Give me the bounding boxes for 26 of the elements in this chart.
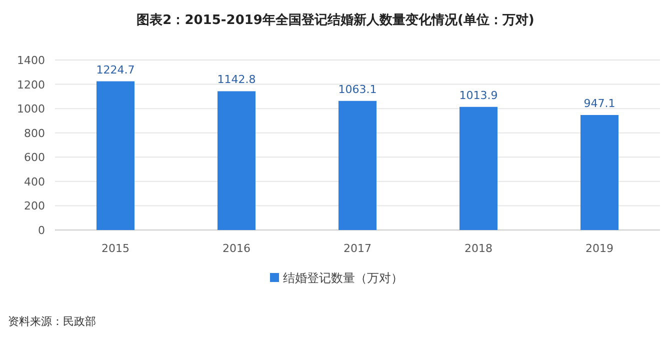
data-label: 1224.7	[96, 63, 135, 76]
bar	[580, 114, 618, 230]
y-tick-label: 0	[38, 224, 45, 237]
data-label: 1013.9	[459, 88, 498, 102]
text: 资料来源：民政部	[8, 315, 96, 328]
y-tick-label: 800	[24, 126, 45, 140]
y-tick-label: 600	[24, 151, 45, 164]
x-tick-label: 2015	[102, 242, 130, 255]
x-tick-label: 2018	[464, 242, 492, 255]
y-tick-label: 1000	[17, 102, 45, 116]
bar	[218, 91, 256, 230]
x-tick-label: 2016	[222, 242, 250, 255]
x-tick-label: 2019	[586, 242, 614, 255]
chart-title: 图表2：2015-2019年全国登记结婚新人数量变化情况(单位：万对)	[136, 12, 534, 28]
y-tick-label: 1200	[17, 78, 45, 92]
bar	[460, 106, 498, 230]
data-label: 1063.1	[338, 82, 377, 96]
data-label: 947.1	[584, 96, 616, 110]
y-tick-label: 1400	[17, 54, 45, 67]
legend-label: 结婚登记数量（万对）	[283, 271, 403, 285]
y-tick-label: 400	[24, 175, 45, 188]
bar	[338, 100, 376, 230]
bar	[96, 81, 134, 230]
x-tick-label: 2017	[344, 242, 372, 255]
data-label: 1142.8	[217, 73, 256, 86]
y-tick-label: 200	[24, 200, 45, 213]
